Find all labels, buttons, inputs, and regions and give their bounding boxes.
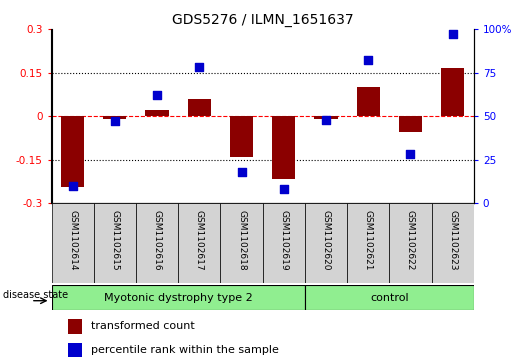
Bar xyxy=(272,116,296,179)
Point xyxy=(68,183,77,189)
Bar xyxy=(145,110,169,116)
Bar xyxy=(230,116,253,157)
Bar xyxy=(52,203,94,283)
Bar xyxy=(52,285,305,310)
Text: control: control xyxy=(370,293,409,303)
Bar xyxy=(441,68,465,116)
Bar xyxy=(347,203,389,283)
Point xyxy=(322,117,330,123)
Bar xyxy=(263,203,305,283)
Point xyxy=(406,152,415,158)
Text: GSM1102620: GSM1102620 xyxy=(321,210,331,270)
Text: GSM1102614: GSM1102614 xyxy=(68,210,77,270)
Bar xyxy=(178,203,220,283)
Point xyxy=(111,118,119,124)
Bar xyxy=(61,116,84,187)
Text: transformed count: transformed count xyxy=(91,321,195,331)
Text: GSM1102622: GSM1102622 xyxy=(406,210,415,270)
Point xyxy=(237,169,246,175)
Bar xyxy=(314,116,338,119)
Bar xyxy=(432,203,474,283)
Text: GSM1102619: GSM1102619 xyxy=(279,210,288,270)
Bar xyxy=(399,116,422,132)
Text: GSM1102616: GSM1102616 xyxy=(152,210,162,270)
Bar xyxy=(356,87,380,116)
Point xyxy=(449,31,457,37)
Point xyxy=(153,92,161,98)
Bar xyxy=(103,116,127,119)
Bar xyxy=(187,99,211,116)
Text: GSM1102623: GSM1102623 xyxy=(448,210,457,270)
Bar xyxy=(68,343,82,357)
Text: GSM1102621: GSM1102621 xyxy=(364,210,373,270)
Bar xyxy=(220,203,263,283)
Text: Myotonic dystrophy type 2: Myotonic dystrophy type 2 xyxy=(104,293,252,303)
Bar xyxy=(94,203,136,283)
Text: disease state: disease state xyxy=(3,290,67,299)
Point xyxy=(195,65,203,70)
Point xyxy=(364,57,372,63)
Text: GSM1102617: GSM1102617 xyxy=(195,210,204,270)
Bar xyxy=(389,203,432,283)
Title: GDS5276 / ILMN_1651637: GDS5276 / ILMN_1651637 xyxy=(172,13,353,26)
Bar xyxy=(136,203,178,283)
Text: GSM1102615: GSM1102615 xyxy=(110,210,119,270)
Bar xyxy=(305,285,474,310)
Bar xyxy=(68,319,82,334)
Bar xyxy=(305,203,347,283)
Point xyxy=(280,187,288,192)
Text: percentile rank within the sample: percentile rank within the sample xyxy=(91,345,279,355)
Text: GSM1102618: GSM1102618 xyxy=(237,210,246,270)
